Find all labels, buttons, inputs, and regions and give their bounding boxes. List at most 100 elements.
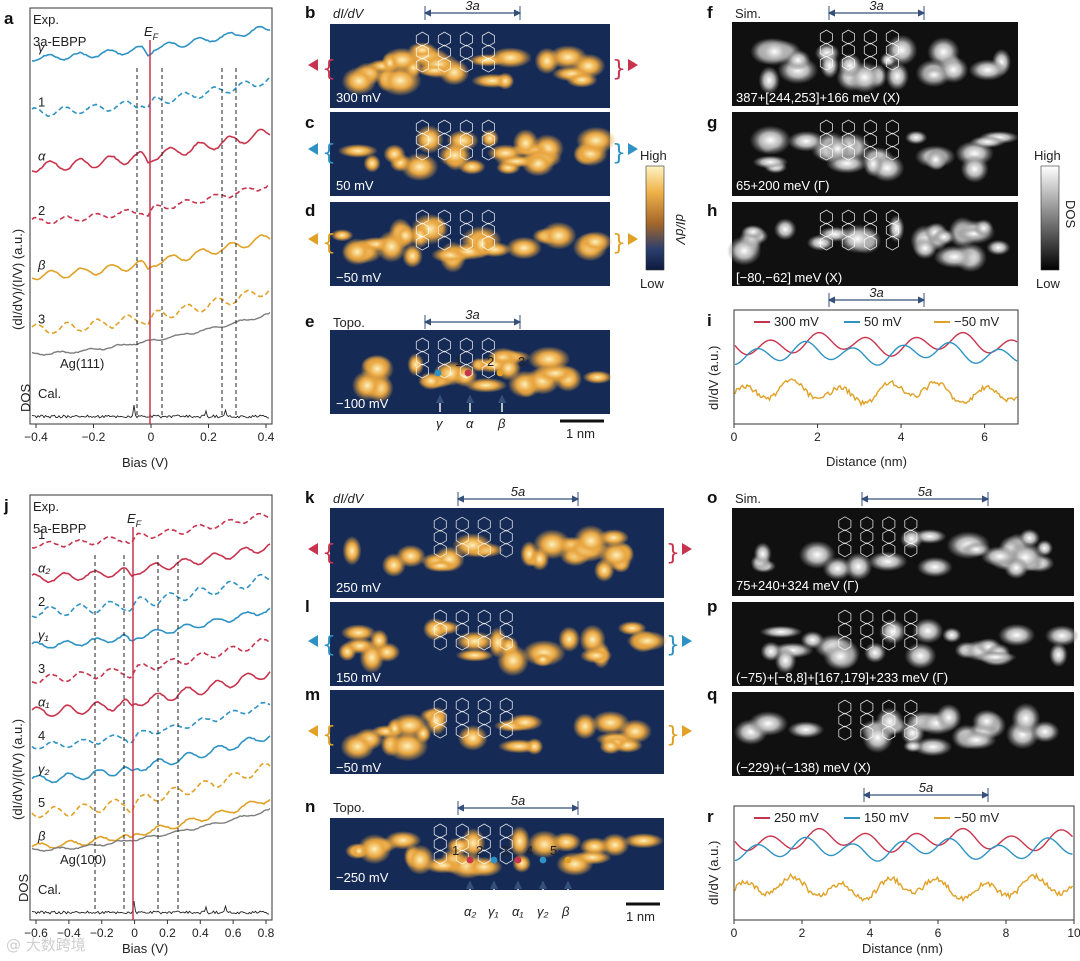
site-label: 2 [487,354,494,369]
legend-label: 250 mV [774,810,819,825]
map-feature [507,713,544,731]
x-axis-label-a: Bias (V) [122,455,168,470]
molecule-overlay [437,145,451,161]
molecule-overlay [437,350,451,366]
molecule-overlay [437,44,451,60]
scale-label: 5a [918,484,932,499]
curve-label: γ₁ [38,628,49,643]
bracket-k: { [322,541,336,566]
map-feature [407,353,425,377]
molecule-overlay [415,44,429,60]
molecule-overlay [838,622,852,638]
substrate-label: Ag(111) [60,356,104,371]
map-feature [400,152,439,182]
site-symbol: β [561,904,570,919]
map-feature [341,66,377,96]
map-feature [386,718,403,739]
molecule-overlay [459,119,473,135]
molecule-overlay [477,723,491,739]
site-marker [434,369,442,377]
spectra-panel-a: γ 1 α 2 β 3 Ag(111) Cal. EF −0.4 −0.2 0 0.2 0.4 [24,7,275,444]
molecule-overlay [499,622,513,638]
map-feature [955,730,997,750]
map-feature [548,45,588,70]
map-feature [495,154,538,168]
molecule-overlay [433,697,447,713]
molecule-overlay [433,622,447,638]
molecule-overlay [882,725,896,741]
molecule-overlay [863,55,877,71]
molecule-overlay [499,529,513,545]
map-feature [752,155,789,169]
map-feature [759,625,803,639]
map-n [330,818,664,890]
molecule-overlay [860,609,874,625]
molecule-overlay [415,363,429,379]
legend-label: −50 mV [954,810,999,825]
molecule-overlay [904,699,918,715]
map-feature [423,559,458,573]
map-feature [749,125,792,156]
molecule-overlay [415,209,429,225]
molecule-overlay [433,516,447,532]
molecule-overlay [437,57,451,73]
colorbar-high-gray: High [1034,148,1061,163]
map-feature [986,239,1011,256]
molecule-overlay [904,622,918,638]
x-tick-label: 0 [131,926,138,940]
map-feature [496,644,530,677]
molecule-overlay [415,350,429,366]
map-feature [863,150,884,177]
scale-label: 5a [511,793,525,808]
molecule-overlay [477,836,491,852]
molecule-overlay [904,542,918,558]
molecule-overlay [863,209,877,225]
molecule-overlay [437,132,451,148]
map-feature [384,830,422,850]
map-feature [1044,625,1080,647]
molecule-overlay [885,29,899,45]
map-feature [741,224,765,239]
site-marker [466,856,474,864]
site-symbol: α [466,416,474,431]
map-feature [980,546,1020,567]
molecule-overlay [455,609,469,625]
molecule-overlay [904,635,918,651]
bracket-l-arrow [308,635,318,647]
map-feature [626,630,668,651]
substrate-curve [31,312,271,356]
site-label: 2 [476,843,483,858]
map-feature [838,224,877,254]
molecule-overlay [499,849,513,865]
molecule-overlay [433,823,447,839]
sample-label-j: 5a-EBPP [33,521,86,536]
molecule-overlay [455,823,469,839]
dos-label-a: DOS [18,384,33,413]
molecule-overlay [499,836,513,852]
molecule-overlay [433,635,447,651]
map-feature [338,642,357,662]
molecule-overlay [904,725,918,741]
x-tick-label: 0 [731,430,738,444]
fermi-label: EF [144,24,159,42]
energy-label-q: (−229)+(−138) meV (X) [736,760,871,775]
panel-label-h: h [707,201,717,220]
molecule-overlay [838,516,852,532]
site-label: 5 [550,843,557,858]
map-feature [363,154,381,173]
molecule-overlay [437,235,451,251]
bracket-k-r: } [666,541,680,566]
colorbar-label: dI/dV [673,214,688,246]
map-feature [591,710,630,735]
molecule-overlay [481,222,495,238]
bracket-c-arrow [308,143,318,155]
molecule-overlay [437,363,451,379]
map-feature [879,618,907,645]
profile-panel-panel_r: 0 2 4 6 8 10 250 mV 150 mV −50 mV [731,805,1080,940]
molecule-overlay [863,29,877,45]
map-feature [575,126,616,155]
molecule-overlay [415,31,429,47]
bias-label-m: −50 mV [336,760,381,775]
molecule-overlay [415,145,429,161]
scale-label: 3a [465,0,479,13]
